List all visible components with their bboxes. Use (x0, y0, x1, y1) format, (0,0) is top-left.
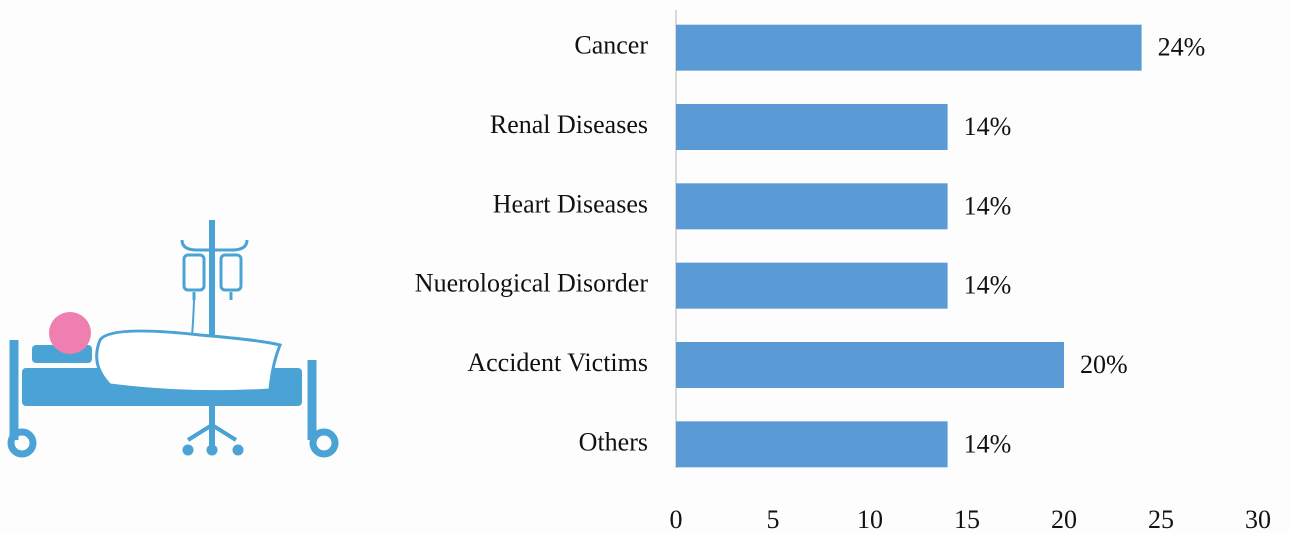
value-label: 14% (964, 271, 1012, 300)
x-tick-label: 25 (1148, 505, 1174, 533)
y-tick-label: Nuerological Disorder (415, 269, 649, 298)
value-label: 14% (964, 429, 1012, 458)
value-label: 20% (1080, 350, 1128, 379)
value-label: 14% (964, 112, 1012, 141)
x-tick-label: 15 (954, 505, 980, 533)
bar (676, 342, 1064, 388)
y-tick-label: Renal Diseases (490, 110, 648, 139)
x-tick-label: 10 (857, 505, 883, 533)
y-tick-label: Others (579, 427, 648, 456)
bed-illustration (11, 220, 335, 455)
page: 0 5 10 15 20 25 30 Cancer 24% Renal Diseases 14% He… (0, 0, 1290, 533)
bar (676, 421, 948, 467)
value-label: 24% (1158, 33, 1206, 62)
x-tick-label: 5 (767, 505, 780, 533)
bar (676, 104, 948, 150)
chart: 0 5 10 15 20 25 30 Cancer 24% Renal Diseases 14% He… (0, 0, 1290, 533)
y-tick-label: Heart Diseases (493, 189, 648, 218)
y-tick-label: Accident Victims (467, 348, 648, 377)
bar (676, 183, 948, 229)
y-tick-label: Cancer (574, 31, 648, 60)
x-tick-label: 30 (1245, 505, 1271, 533)
x-tick-label: 0 (670, 505, 683, 533)
bar (676, 263, 948, 309)
value-label: 14% (964, 191, 1012, 220)
x-tick-label: 20 (1051, 505, 1077, 533)
bar (676, 25, 1142, 71)
